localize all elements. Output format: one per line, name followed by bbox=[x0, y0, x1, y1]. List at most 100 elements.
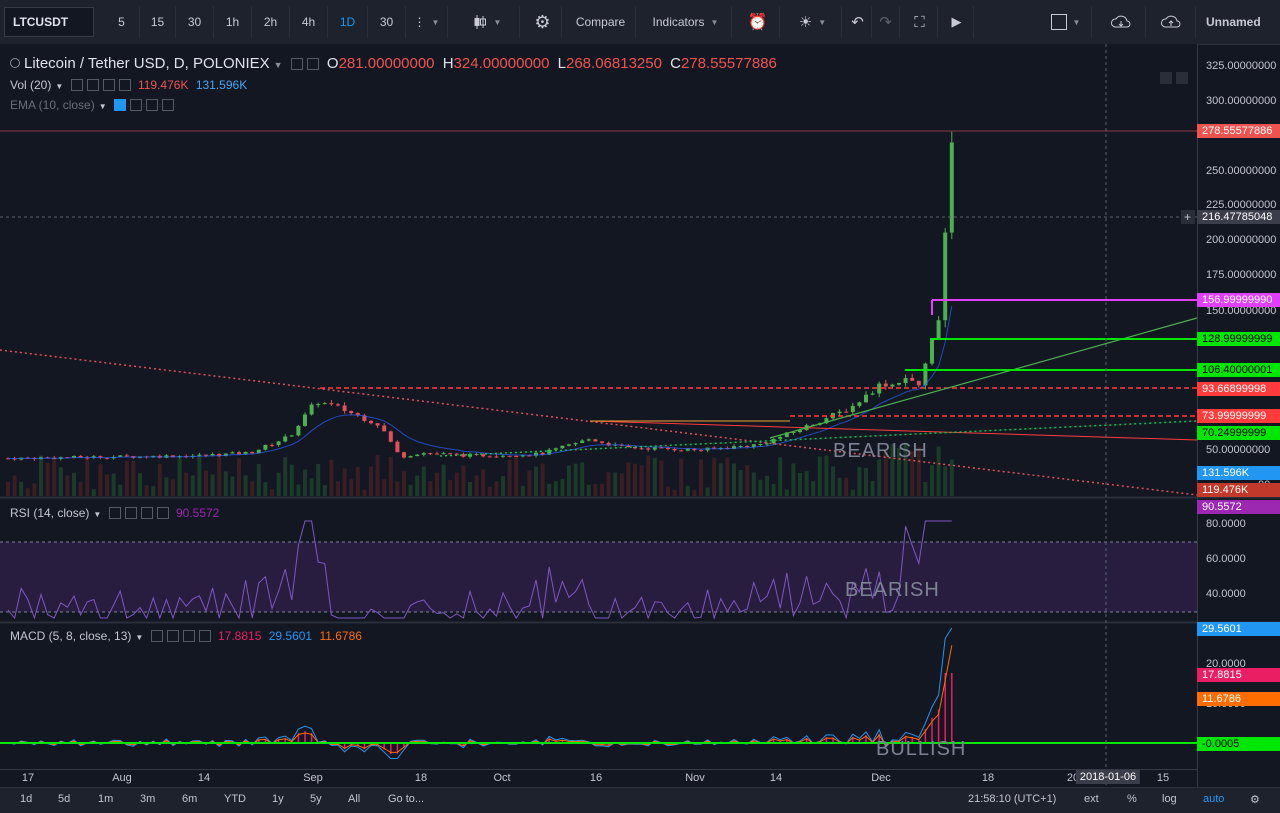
candle-body[interactable] bbox=[408, 456, 413, 458]
candle-body[interactable] bbox=[586, 439, 591, 441]
replay-button[interactable]: ▶ bbox=[940, 6, 974, 38]
add-icon[interactable] bbox=[145, 99, 158, 111]
candle-body[interactable] bbox=[316, 404, 321, 406]
candle-body[interactable] bbox=[296, 425, 301, 436]
alert-button[interactable]: ⏰ bbox=[736, 6, 780, 38]
candle-body[interactable] bbox=[105, 457, 109, 459]
candle-body[interactable] bbox=[837, 411, 842, 414]
candle-body[interactable] bbox=[765, 443, 769, 445]
range-5y[interactable]: 5y bbox=[310, 793, 322, 805]
candle-body[interactable] bbox=[672, 448, 677, 451]
range-all[interactable]: All bbox=[348, 793, 361, 805]
interval-30m[interactable]: 30 bbox=[176, 6, 214, 38]
range-1d[interactable]: 1d bbox=[20, 793, 33, 805]
candle-body[interactable] bbox=[897, 382, 901, 385]
candle-body[interactable] bbox=[382, 425, 387, 432]
candle-body[interactable] bbox=[923, 363, 928, 386]
close-icon[interactable] bbox=[118, 79, 131, 91]
candle-body[interactable] bbox=[230, 452, 235, 454]
candle-body[interactable] bbox=[481, 454, 486, 457]
price-pane[interactable] bbox=[0, 44, 1197, 496]
candle-body[interactable] bbox=[210, 454, 215, 456]
candle-body[interactable] bbox=[342, 405, 347, 411]
settings-icon[interactable]: ⚙ bbox=[1250, 794, 1260, 806]
red-trend-line[interactable] bbox=[589, 420, 1198, 441]
candle-body[interactable] bbox=[283, 436, 288, 442]
scroll-down-button[interactable] bbox=[1160, 72, 1172, 84]
candle-body[interactable] bbox=[943, 232, 948, 321]
symbol-search-input[interactable]: LTCUSDT bbox=[4, 7, 94, 37]
close-icon[interactable] bbox=[161, 99, 174, 111]
settings-icon[interactable] bbox=[129, 99, 142, 111]
candle-body[interactable] bbox=[336, 404, 340, 406]
candle-body[interactable] bbox=[877, 383, 882, 394]
chevron-down-icon[interactable]: ▼ bbox=[273, 60, 283, 70]
candle-body[interactable] bbox=[679, 450, 684, 452]
chart-type-button[interactable]: ▼ bbox=[454, 6, 520, 38]
candle-body[interactable] bbox=[659, 447, 664, 449]
undo-button[interactable]: ↶ bbox=[844, 6, 872, 38]
candle-body[interactable] bbox=[573, 443, 578, 445]
candle-body[interactable] bbox=[824, 418, 829, 424]
candle-body[interactable] bbox=[639, 448, 644, 450]
candle-body[interactable] bbox=[685, 448, 690, 451]
candle-body[interactable] bbox=[217, 454, 222, 456]
candle-body[interactable] bbox=[349, 410, 354, 414]
range-5d[interactable]: 5d bbox=[58, 793, 71, 805]
add-icon[interactable] bbox=[140, 507, 153, 519]
settings-icon[interactable] bbox=[306, 58, 319, 70]
candle-body[interactable] bbox=[395, 441, 400, 453]
candle-body[interactable] bbox=[362, 415, 367, 421]
candle-body[interactable] bbox=[415, 454, 420, 457]
eye-icon[interactable] bbox=[108, 507, 121, 519]
candle-body[interactable] bbox=[949, 142, 954, 233]
bullish-macd-annotation[interactable]: BULLISH bbox=[876, 738, 967, 760]
add-icon[interactable] bbox=[102, 79, 115, 91]
auto-toggle[interactable]: auto bbox=[1203, 793, 1225, 805]
eye-icon[interactable] bbox=[290, 58, 303, 70]
settings-icon[interactable] bbox=[86, 79, 99, 91]
candle-body[interactable] bbox=[487, 456, 492, 458]
candle-body[interactable] bbox=[864, 394, 868, 403]
interval-15m[interactable]: 15 bbox=[140, 6, 176, 38]
candle-body[interactable] bbox=[237, 452, 241, 455]
candle-body[interactable] bbox=[890, 384, 895, 387]
load-layout-button[interactable] bbox=[1096, 6, 1146, 38]
bearish-price-annotation[interactable]: BEARISH bbox=[833, 440, 928, 462]
eye-icon[interactable] bbox=[150, 630, 163, 642]
interval-menu-button[interactable]: ⋮ ▼ bbox=[406, 6, 448, 38]
interval-1h[interactable]: 1h bbox=[214, 6, 252, 38]
candle-body[interactable] bbox=[745, 445, 750, 447]
candle-body[interactable] bbox=[778, 437, 783, 439]
close-icon[interactable] bbox=[198, 630, 211, 642]
chevron-down-icon[interactable]: ▼ bbox=[98, 102, 107, 111]
collapse-button[interactable] bbox=[1176, 72, 1188, 84]
chevron-down-icon[interactable]: ▼ bbox=[93, 510, 102, 519]
goto-button[interactable]: Go to... bbox=[388, 793, 425, 805]
candle-body[interactable] bbox=[507, 455, 512, 457]
candle-body[interactable] bbox=[771, 438, 776, 444]
candle-body[interactable] bbox=[738, 445, 743, 447]
bearish-trendline[interactable] bbox=[0, 349, 1198, 496]
candle-body[interactable] bbox=[388, 431, 393, 442]
candle-body[interactable] bbox=[441, 453, 446, 455]
candle-body[interactable] bbox=[712, 447, 717, 449]
save-layout-button[interactable] bbox=[1146, 6, 1196, 38]
candle-body[interactable] bbox=[124, 455, 129, 457]
candle-body[interactable] bbox=[870, 393, 875, 395]
layout-name-button[interactable]: Unnamed bbox=[1206, 15, 1261, 29]
candle-body[interactable] bbox=[197, 454, 202, 456]
clock-display[interactable]: 21:58:10 (UTC+1) bbox=[968, 793, 1057, 805]
percent-toggle[interactable]: % bbox=[1127, 793, 1137, 805]
candle-body[interactable] bbox=[930, 338, 934, 364]
idea-button[interactable]: ☀ ▼ bbox=[784, 6, 842, 38]
interval-5m[interactable]: 5 bbox=[104, 6, 140, 38]
candle-body[interactable] bbox=[910, 377, 915, 381]
log-toggle[interactable]: log bbox=[1162, 793, 1177, 805]
interval-2h[interactable]: 2h bbox=[252, 6, 290, 38]
candle-body[interactable] bbox=[375, 423, 380, 426]
green-dotted-trendline[interactable] bbox=[439, 420, 1198, 457]
candle-body[interactable] bbox=[916, 380, 921, 386]
candle-body[interactable] bbox=[369, 420, 373, 424]
candle-body[interactable] bbox=[223, 453, 228, 456]
